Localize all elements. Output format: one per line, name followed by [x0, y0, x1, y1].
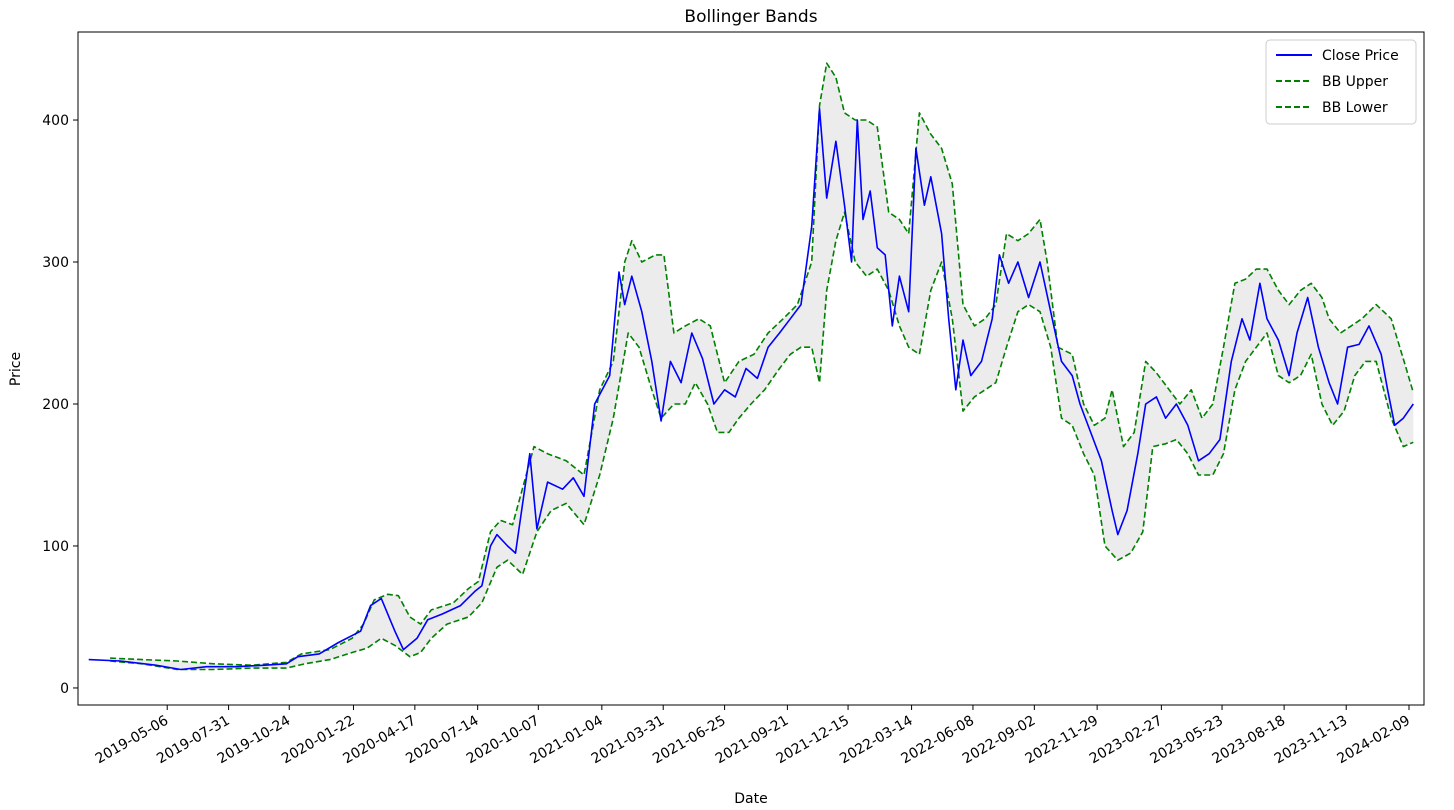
- chart-title: Bollinger Bands: [684, 7, 817, 27]
- legend-box: [1265, 39, 1417, 125]
- series-layer: [88, 62, 1415, 671]
- legend-label-close-price: Close Price: [1322, 48, 1399, 64]
- axes-frame: [77, 31, 1425, 706]
- y-tick-label: 0: [60, 681, 69, 697]
- series-line-close-price: [88, 107, 1414, 671]
- series-line-bb-lower: [110, 211, 1414, 671]
- plot-area: [88, 62, 1415, 671]
- legend-label-bb-upper: BB Upper: [1322, 74, 1388, 90]
- y-axis-label: Price: [8, 352, 24, 386]
- y-tick-label: 100: [42, 539, 69, 555]
- legend: Close Price BB Upper BB Lower: [1265, 39, 1417, 125]
- series-line-bb-upper: [110, 62, 1415, 667]
- legend-label-bb-lower: BB Lower: [1322, 100, 1388, 116]
- x-axis-label: Date: [734, 791, 767, 807]
- y-tick-label: 200: [42, 397, 69, 413]
- y-tick-label: 300: [42, 255, 69, 271]
- y-tick-label: 400: [42, 113, 69, 129]
- y-axis-ticks: 0 100 200 300 400: [42, 113, 78, 697]
